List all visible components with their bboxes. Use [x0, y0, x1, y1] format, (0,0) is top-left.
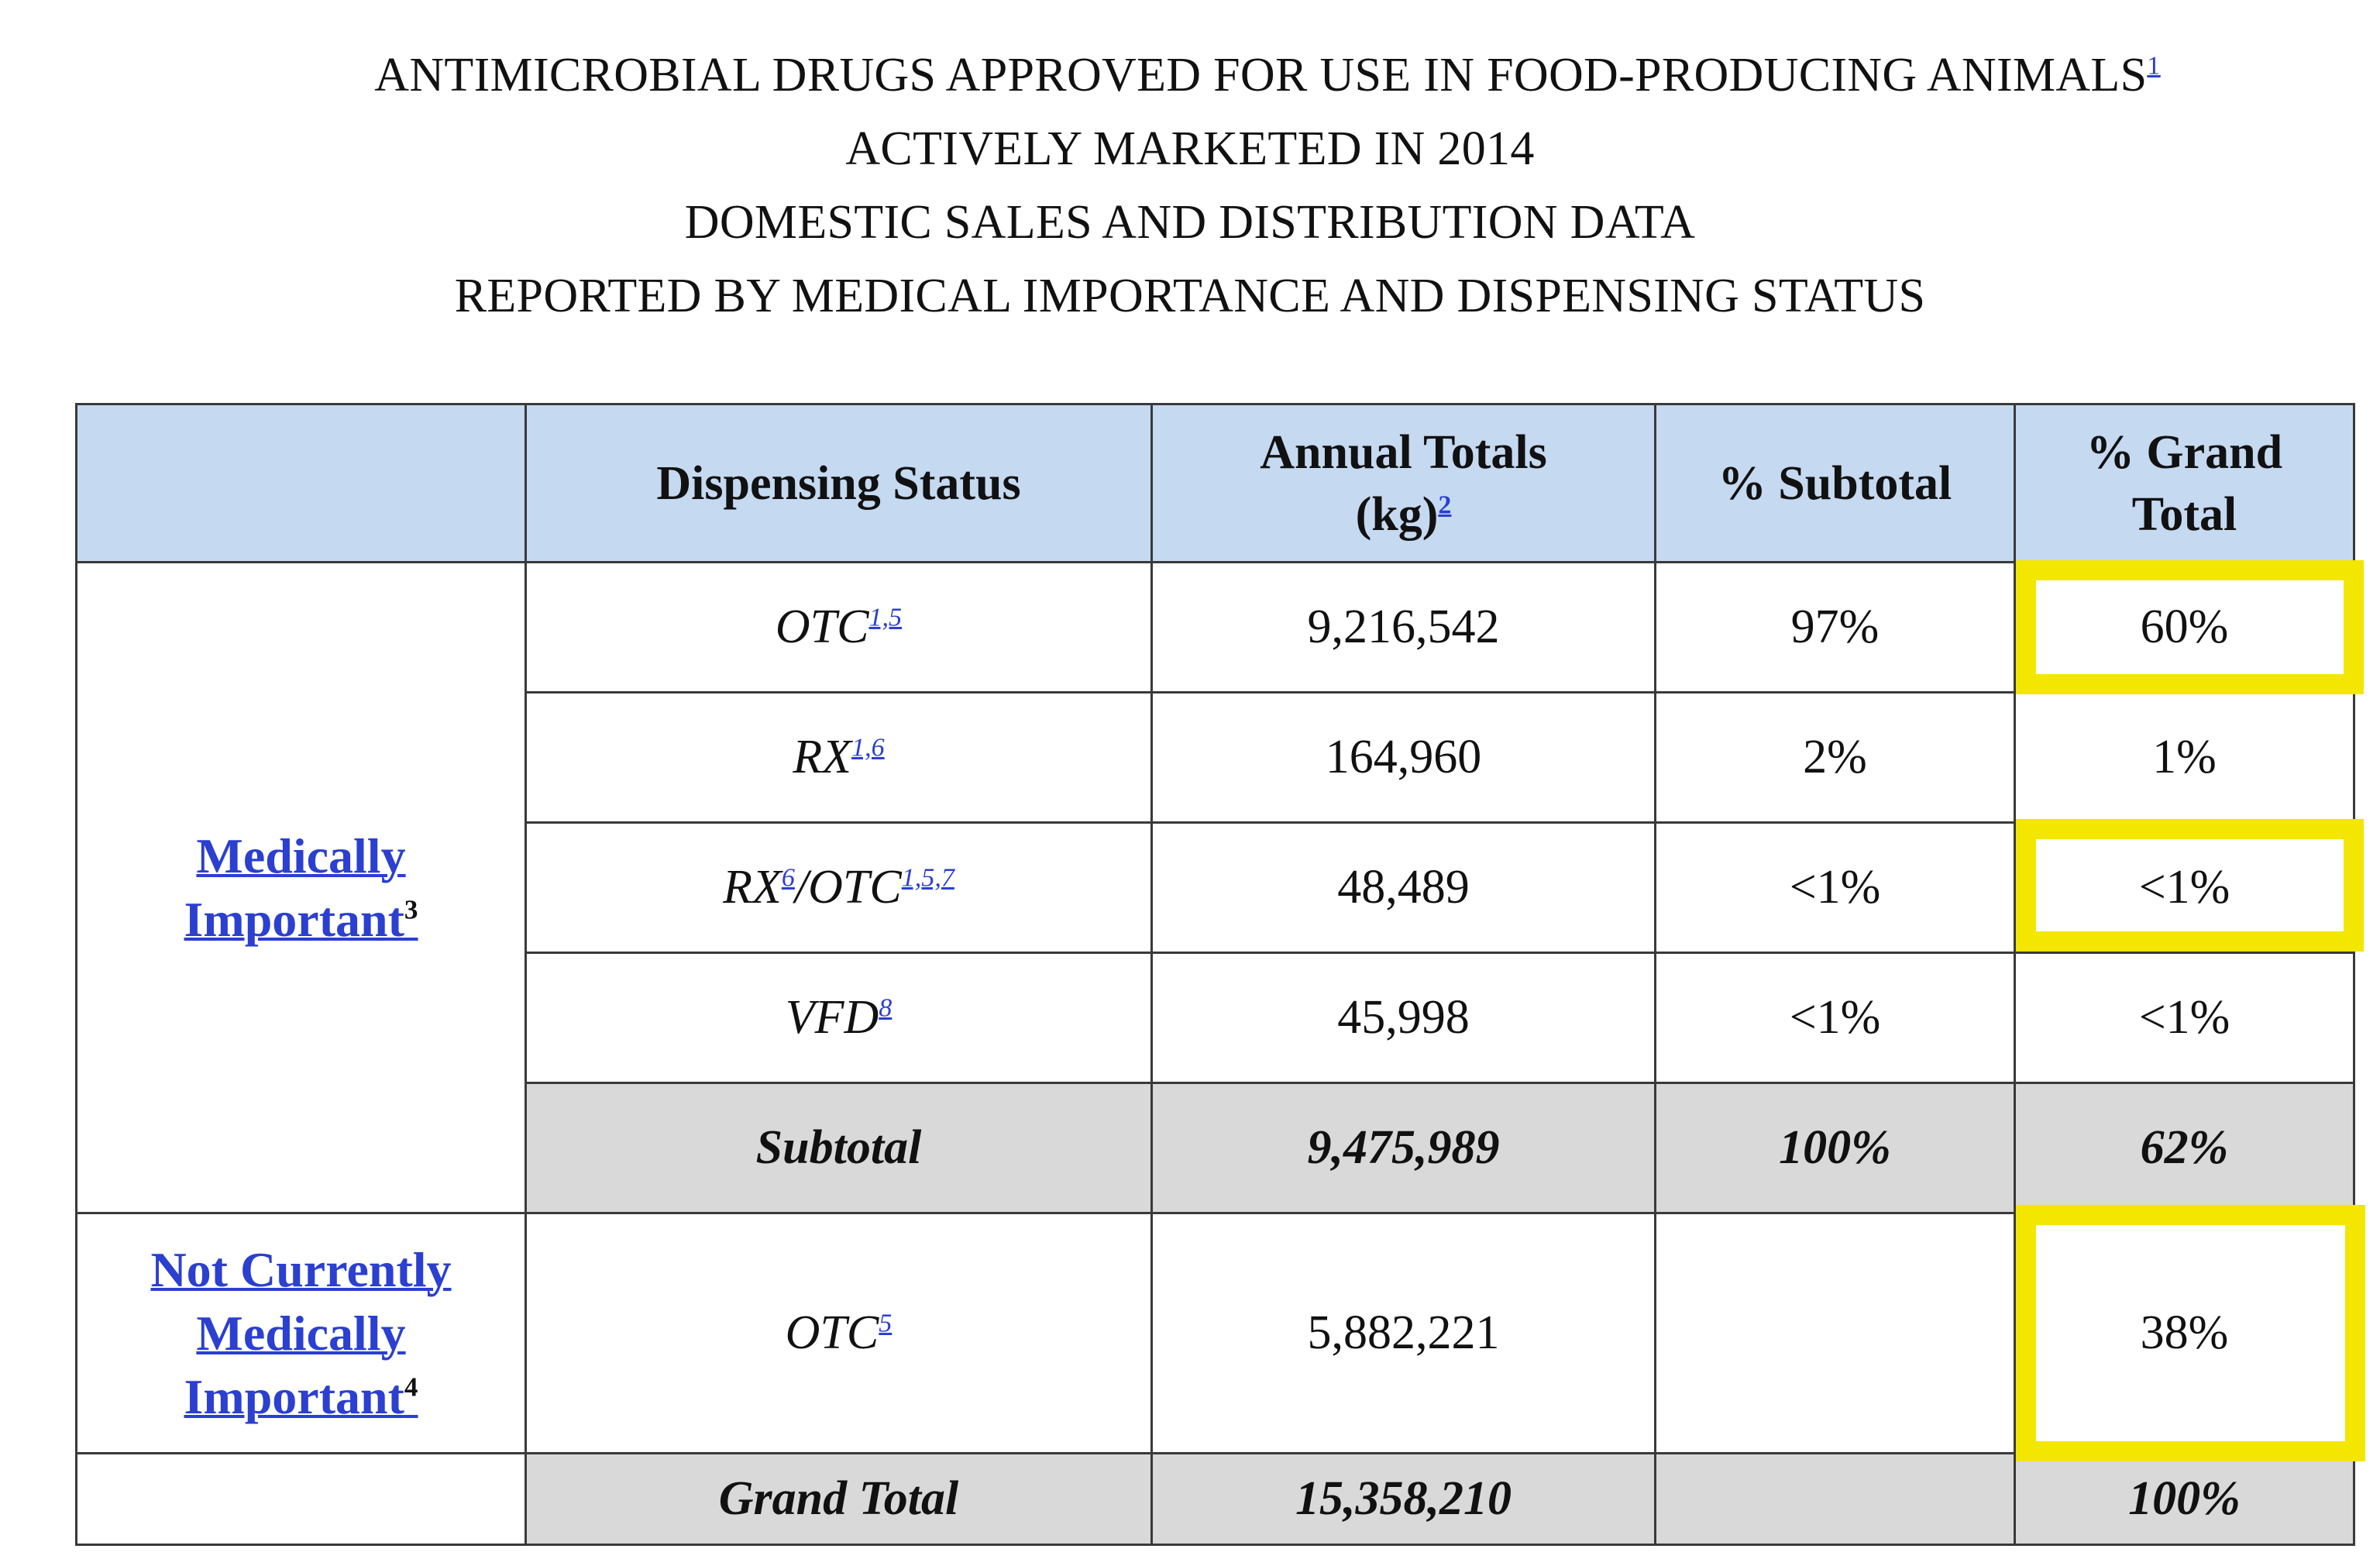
footnote-link[interactable]: 1,5 — [868, 603, 903, 632]
grand-total-annual: 15,358,210 — [1150, 1452, 1656, 1546]
status-cell: OTC1,5 — [524, 561, 1153, 694]
footnote-link[interactable]: 8 — [879, 993, 892, 1023]
sales-table: Dispensing Status Annual Totals (kg)2 % … — [75, 403, 2367, 1546]
header-pct-subtotal: % Subtotal — [1654, 403, 2016, 563]
pct-subtotal-cell: <1% — [1654, 952, 2016, 1084]
grand-total-pct-subtotal — [1654, 1452, 2016, 1546]
title-line-2: ACTIVELY MARKETED IN 2014 — [845, 122, 1535, 175]
grand-total-blank-cell — [75, 1452, 527, 1546]
header-row: Dispensing Status Annual Totals (kg)2 % … — [75, 403, 2355, 563]
footnote-link[interactable]: 5 — [879, 1309, 892, 1338]
pct-subtotal-cell — [1654, 1212, 2016, 1454]
header-blank-cell — [75, 403, 527, 563]
annual-cell: 45,998 — [1150, 952, 1656, 1084]
footnote-link[interactable]: 1,6 — [851, 733, 885, 762]
table-row: Medically Important3 OTC1,5 9,216,542 97… — [75, 561, 2365, 1214]
pct-grand-cell-highlighted: <1% — [2014, 820, 2365, 954]
grand-total-row: Grand Total 15,358,210 100% — [75, 1452, 2355, 1546]
footnote-link[interactable]: 1 — [2147, 51, 2161, 81]
annual-cell: 164,960 — [1150, 691, 1656, 824]
footnote-link[interactable]: 6 — [781, 863, 795, 893]
not-medically-important-link[interactable]: Not Currently Medically Important4 — [150, 1241, 452, 1424]
grand-total-pct-grand: 100% — [2014, 1452, 2355, 1546]
annual-cell: 9,216,542 — [1150, 561, 1656, 694]
pct-grand-cell: <1% — [2014, 952, 2355, 1084]
pct-grand-cell-highlighted: 60% — [2014, 561, 2365, 696]
subtotal-label: Subtotal — [524, 1082, 1153, 1214]
medically-important-link[interactable]: Medically Important3 — [184, 828, 418, 947]
annual-cell: 5,882,221 — [1150, 1212, 1656, 1454]
pct-subtotal-cell: <1% — [1654, 821, 2016, 954]
annual-cell: 48,489 — [1150, 821, 1656, 954]
status-cell: RX1,6 — [524, 691, 1153, 824]
status-cell: VFD8 — [524, 952, 1153, 1084]
header-dispensing-status: Dispensing Status — [524, 403, 1153, 563]
title-line-1: ANTIMICROBIAL DRUGS APPROVED FOR USE IN … — [374, 49, 2161, 102]
pct-grand-cell-highlighted: 38% — [2014, 1206, 2367, 1463]
subtotal-pct-grand: 62% — [2014, 1082, 2355, 1214]
footnote-link[interactable]: 1,5,7 — [901, 863, 954, 893]
group-medically-important: Medically Important3 — [75, 561, 527, 1214]
table-row: Not Currently Medically Important4 OTC5 … — [75, 1206, 2367, 1463]
header-annual-totals: Annual Totals (kg)2 — [1150, 403, 1656, 563]
pct-subtotal-cell: 97% — [1654, 561, 2016, 694]
subtotal-pct-subtotal: 100% — [1654, 1082, 2016, 1214]
status-cell: OTC5 — [524, 1212, 1153, 1454]
title-line-3: DOMESTIC SALES AND DISTRIBUTION DATA — [684, 196, 1696, 249]
group-not-medically-important: Not Currently Medically Important4 — [75, 1212, 527, 1454]
table-row: VFD8 45,998 <1% <1% — [77, 952, 2355, 1084]
footnote-link[interactable]: 2 — [1438, 490, 1452, 519]
pct-grand-cell: 1% — [2014, 691, 2355, 824]
header-pct-grand-total: % Grand Total — [2014, 403, 2355, 563]
subtotal-annual: 9,475,989 — [1150, 1082, 1656, 1214]
table-row: RX1,6 164,960 2% 1% — [77, 691, 2355, 824]
table-row: RX6/OTC1,5,7 48,489 <1% <1% — [77, 820, 2365, 954]
subtotal-row: Subtotal 9,475,989 100% 62% — [77, 1082, 2355, 1214]
status-cell: RX6/OTC1,5,7 — [524, 821, 1153, 954]
document-title: ANTIMICROBIAL DRUGS APPROVED FOR USE IN … — [0, 39, 2380, 333]
grand-total-label: Grand Total — [524, 1452, 1153, 1546]
pct-subtotal-cell: 2% — [1654, 691, 2016, 824]
title-line-4: REPORTED BY MEDICAL IMPORTANCE AND DISPE… — [454, 270, 1926, 322]
